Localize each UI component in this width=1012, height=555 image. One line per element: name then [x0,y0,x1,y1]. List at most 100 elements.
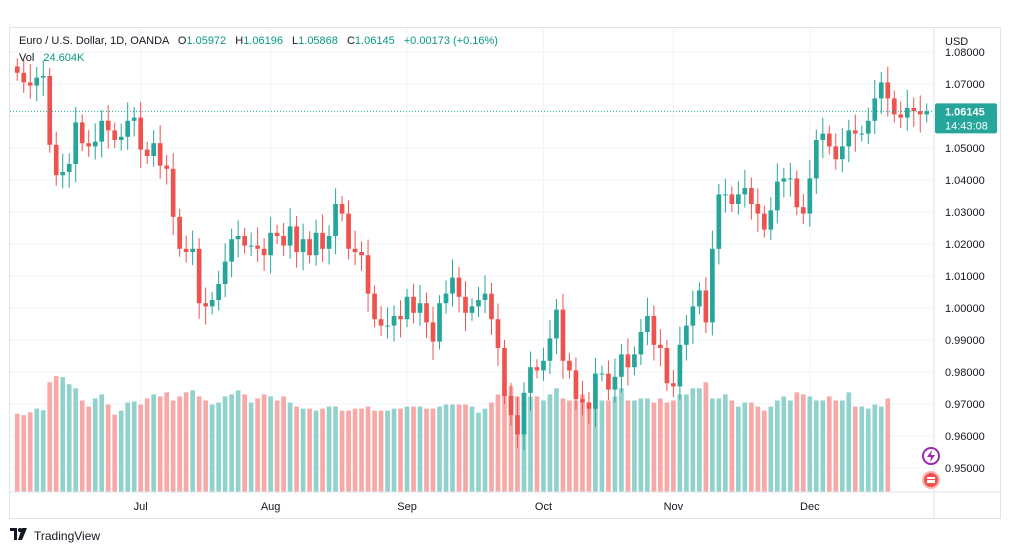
volume-bar [619,388,624,492]
candle-body [79,122,85,144]
volume-bar [183,392,189,492]
volume-value: 24.604K [43,52,85,64]
volume-bar [723,394,728,492]
volume-bar [372,410,377,492]
candle-body [593,373,598,409]
volume-bar [865,408,871,492]
footer: TradingView [10,528,100,543]
candle-body [547,338,553,361]
candle-body [14,66,20,73]
candle-body [534,367,540,371]
volume-bar [14,413,20,492]
candle-body [742,188,748,195]
candle-body [281,236,286,246]
volume-bar [235,390,241,492]
candle-body [917,111,923,115]
candle-body [489,293,494,320]
candle-body [125,120,131,137]
volume-bar [859,406,865,492]
candle-body [619,354,624,377]
volume-bar [307,408,312,492]
volume-bar [716,398,722,492]
x-tick-label: Dec [800,501,820,513]
candle-body [268,232,273,256]
candle-body [839,146,845,160]
y-tick-label: 1.03000 [945,207,985,219]
volume-bar [222,396,228,492]
y-tick-label: 1.05000 [945,143,985,155]
volume-bar [567,400,572,492]
volume-bar [593,406,598,492]
volume-bar [430,408,436,492]
volume-bar [60,377,66,492]
volume-bar [534,396,540,492]
candle-body [586,402,592,409]
y-tick-label: 1.01000 [945,271,985,283]
volume-bar [690,388,696,492]
volume-bar [729,400,735,492]
candle-body [632,354,637,368]
symbol-title[interactable]: Euro / U.S. Dollar, 1D, OANDA [19,35,169,47]
high-label: H [235,35,244,47]
candle-body [885,82,891,99]
volume-bar [826,396,832,492]
flag-icon[interactable] [922,471,940,489]
volume-bar [138,404,144,492]
volume-bar [651,402,657,492]
volume-bar [352,408,358,492]
volume-legend: Vol 24.604K [19,52,84,64]
volume-bar [242,394,247,492]
candle-body [495,319,501,348]
candle-body [671,383,676,387]
candle-body [690,306,696,326]
close-value: 1.06145 [354,35,395,47]
candle-body [21,72,27,83]
y-tick-label: 0.99000 [945,335,985,347]
volume-bar [768,406,774,492]
candle-body [450,277,455,294]
x-tick-label: Aug [261,501,281,513]
volume-bar [469,406,475,492]
candle-body [118,136,124,140]
candle-body [294,226,299,252]
volume-bar [378,410,384,492]
candle-body [508,396,514,416]
candle-body [274,232,280,236]
volume-bar [404,406,410,492]
volume-bar [294,406,299,492]
candle-body [567,360,572,371]
low-value: 1.05868 [298,35,338,47]
volume-bar [671,400,676,492]
volume-bar [755,406,761,492]
candle-body [800,207,806,214]
candle-body [53,144,59,176]
tradingview-logo-icon[interactable] [10,528,28,543]
currency-label: USD [945,36,968,48]
flash-icon[interactable] [922,447,940,465]
x-tick-label: Nov [664,501,684,513]
candle-body [482,293,488,300]
volume-bar [580,394,585,492]
candle-body [190,248,195,252]
volume-bar [508,386,514,492]
volume-bar [196,396,202,492]
volume-bar [177,396,182,492]
high-value: 1.06196 [243,35,283,47]
volume-bar [359,408,364,492]
candle-body [359,252,364,256]
candle-body [846,130,852,147]
ohlc-legend: Euro / U.S. Dollar, 1D, OANDA O1.05972 H… [19,35,498,47]
candle-body [437,303,442,342]
candle-body [131,117,137,121]
candle-body [768,210,774,230]
brand-name[interactable]: TradingView [34,528,101,543]
volume-bar [99,394,105,492]
change-value: +0.00173 (+0.16%) [403,35,498,47]
candle-body [443,293,449,304]
volume-bar [47,382,53,492]
volume-bar [586,404,592,492]
candle-body [924,111,930,115]
candle-body [261,248,267,256]
candle-body [463,296,468,313]
